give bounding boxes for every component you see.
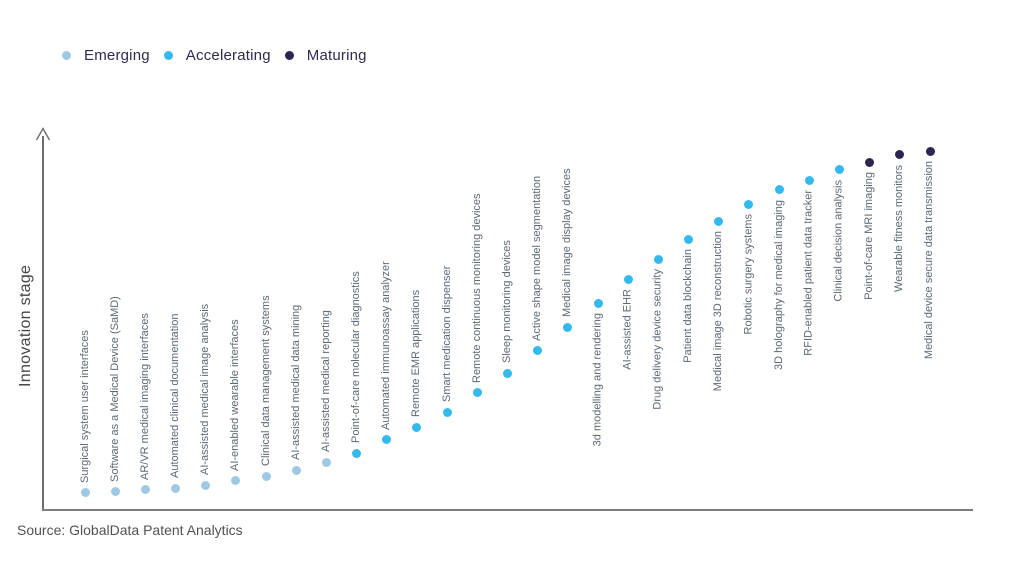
y-axis-arrow-icon xyxy=(35,127,51,141)
data-point-label: Medical device secure data transmission xyxy=(923,161,936,360)
data-point-label: Automated clinical documentation xyxy=(169,313,182,479)
data-point-label: Point-of-care MRI imaging xyxy=(863,172,876,300)
source-note: Source: GlobalData Patent Analytics xyxy=(17,522,243,538)
data-point xyxy=(140,485,150,495)
data-point-label: Remote continuous monitoring devices xyxy=(470,193,483,383)
data-point-label: AI-enabled wearable interfaces xyxy=(229,319,242,471)
chart-legend: Emerging Accelerating Maturing xyxy=(62,47,367,64)
data-point xyxy=(231,476,241,486)
data-point xyxy=(714,216,724,226)
data-point-label: RFID-enabled patient data tracker xyxy=(802,190,815,356)
data-point xyxy=(865,157,875,167)
data-point-label: AI-assisted medical reporting xyxy=(319,310,332,453)
data-point-label: Clinical decision analysis xyxy=(833,179,845,302)
data-point xyxy=(442,407,452,417)
data-point-label: AR/VR medical imaging interfaces xyxy=(138,313,151,480)
data-point xyxy=(80,488,90,498)
data-point-label: Sleep monitoring devices xyxy=(501,240,514,363)
x-axis-line xyxy=(42,509,973,511)
data-point-label: Active shape model segmentation xyxy=(531,175,544,341)
data-point-label: Wearable fitness monitors xyxy=(893,164,906,292)
data-point xyxy=(261,471,271,481)
data-point xyxy=(171,483,181,493)
data-point-label: AI-assisted EHR xyxy=(621,289,634,370)
data-point xyxy=(744,199,754,209)
data-point-label: Point-of-care molecular diagnostics xyxy=(350,271,363,444)
data-point-label: Smart medication dispenser xyxy=(440,265,453,403)
data-point xyxy=(804,175,814,185)
maturing-dot-icon xyxy=(284,51,294,60)
data-point-label: Automated immunoassay analyzer xyxy=(380,261,393,430)
legend-label-emerging: Emerging xyxy=(84,47,150,64)
data-point xyxy=(653,254,663,264)
data-point-label: Medical image 3D reconstruction xyxy=(712,231,725,392)
data-point xyxy=(321,457,331,467)
data-point-label: Medical image display devices xyxy=(561,168,574,318)
data-point-label: Patient data blockchain xyxy=(682,249,695,363)
legend-label-maturing: Maturing xyxy=(306,47,367,64)
emerging-dot-icon xyxy=(62,51,71,60)
data-point xyxy=(503,368,513,378)
data-point-label: AI-assisted medical image analysis xyxy=(199,303,212,476)
data-point xyxy=(472,388,482,398)
data-point xyxy=(774,185,784,195)
legend-item-emerging: Emerging xyxy=(62,47,150,64)
accelerating-dot-icon xyxy=(163,51,173,60)
data-point-label: Drug delivery device security xyxy=(651,269,664,410)
data-point xyxy=(533,346,543,356)
data-point xyxy=(110,487,120,497)
legend-label-accelerating: Accelerating xyxy=(185,47,271,64)
data-point xyxy=(895,150,905,160)
legend-item-accelerating: Accelerating xyxy=(163,47,271,64)
data-point-label: Surgical system user interfaces xyxy=(78,330,91,483)
data-point-label: Robotic surgery systems xyxy=(742,214,755,335)
y-axis-line xyxy=(42,136,44,511)
data-point xyxy=(623,274,633,284)
data-point xyxy=(201,480,211,490)
data-point xyxy=(684,234,694,244)
data-point xyxy=(412,422,422,432)
data-point xyxy=(563,322,573,332)
data-point xyxy=(291,465,301,475)
data-point-label: Clinical data management systems xyxy=(259,295,272,467)
data-point xyxy=(925,146,935,156)
data-point xyxy=(835,165,844,175)
data-point xyxy=(382,435,392,445)
data-point-label: 3D holography for medical imaging xyxy=(772,199,785,370)
data-point-label: 3d modelling and rendering xyxy=(591,313,604,447)
data-point xyxy=(352,448,362,458)
data-point-label: AI-assisted medical data mining xyxy=(289,304,302,461)
data-point xyxy=(593,298,603,308)
data-point-label: Software as a Medical Device (SaMD) xyxy=(108,295,121,482)
legend-item-maturing: Maturing xyxy=(284,47,367,64)
data-point-label: Remote EMR applications xyxy=(410,289,423,418)
y-axis-title: Innovation stage xyxy=(17,264,34,387)
